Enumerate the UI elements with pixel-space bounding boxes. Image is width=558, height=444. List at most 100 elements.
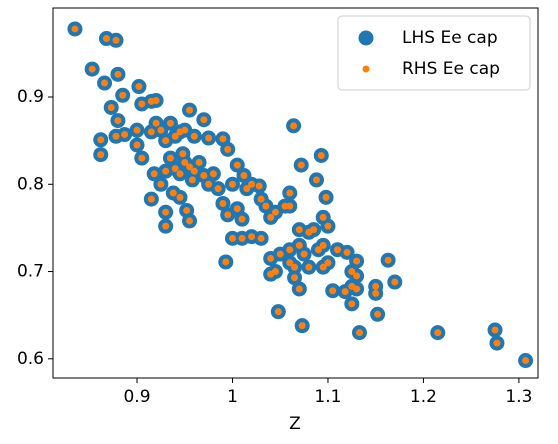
point — [190, 167, 198, 175]
point — [162, 208, 170, 216]
point — [310, 226, 318, 234]
point — [138, 100, 146, 108]
point — [298, 322, 306, 330]
point — [135, 83, 143, 91]
point — [107, 103, 115, 111]
point — [119, 91, 127, 99]
point — [329, 287, 337, 295]
point — [179, 150, 187, 158]
point — [291, 274, 299, 282]
point — [121, 131, 129, 139]
x-tick-label: 1.2 — [410, 387, 437, 407]
point — [317, 151, 325, 159]
point — [233, 161, 241, 169]
x-axis-label: Z — [289, 414, 301, 434]
point — [297, 161, 305, 169]
point — [240, 172, 248, 180]
point — [300, 250, 308, 258]
point — [374, 310, 382, 318]
point — [162, 137, 170, 145]
point — [222, 258, 230, 266]
point — [257, 234, 265, 242]
legend-marker — [358, 30, 374, 46]
point — [181, 126, 189, 134]
point — [243, 185, 251, 193]
point — [286, 189, 294, 197]
point — [195, 158, 203, 166]
point — [238, 234, 246, 242]
point — [114, 117, 122, 125]
point — [248, 180, 256, 188]
point — [238, 215, 246, 223]
point — [190, 132, 198, 140]
point — [186, 106, 194, 114]
point — [319, 213, 327, 221]
point — [176, 193, 184, 201]
point — [295, 285, 303, 293]
plot-frame — [52, 7, 539, 379]
point — [319, 263, 327, 271]
point — [493, 339, 501, 347]
point — [348, 300, 356, 308]
point — [176, 170, 184, 178]
point — [152, 119, 160, 127]
point — [384, 256, 392, 264]
point — [391, 278, 399, 286]
point — [324, 222, 332, 230]
point — [133, 126, 141, 134]
point — [271, 208, 279, 216]
point — [224, 211, 232, 219]
point — [286, 202, 294, 210]
point — [183, 206, 191, 214]
point — [102, 35, 110, 43]
point — [171, 132, 179, 140]
point — [324, 259, 332, 267]
point — [166, 119, 174, 127]
point — [112, 132, 120, 140]
x-tick-label: 0.9 — [123, 387, 150, 407]
point — [205, 180, 213, 188]
point — [290, 122, 298, 130]
point — [522, 357, 530, 365]
legend-label: RHS Ee cap — [402, 59, 500, 79]
legend-marker — [362, 65, 370, 73]
x-tick-label: 1.1 — [314, 387, 341, 407]
point — [372, 282, 380, 290]
point — [200, 116, 208, 124]
point — [355, 329, 363, 337]
point — [248, 233, 256, 241]
point — [262, 202, 270, 210]
point — [150, 170, 158, 178]
legend-box — [337, 15, 531, 91]
point — [114, 70, 122, 78]
point — [200, 172, 208, 180]
point — [319, 241, 327, 249]
point — [255, 182, 263, 190]
point — [152, 97, 160, 104]
point — [219, 135, 227, 143]
point — [353, 272, 361, 280]
point — [138, 154, 146, 162]
point — [228, 234, 236, 242]
point — [313, 176, 321, 184]
point — [97, 136, 105, 144]
point — [171, 165, 179, 173]
point — [314, 246, 322, 254]
point — [219, 199, 227, 207]
point — [434, 329, 442, 337]
point — [228, 180, 236, 188]
point — [157, 180, 165, 188]
point — [353, 285, 361, 293]
point — [322, 193, 330, 201]
point — [186, 217, 194, 225]
point — [274, 308, 282, 316]
point — [209, 170, 217, 178]
point — [224, 145, 232, 153]
x-tick-label: 1.3 — [505, 387, 532, 407]
point — [205, 134, 213, 142]
point — [112, 36, 120, 44]
point — [133, 141, 141, 149]
point — [353, 257, 361, 265]
point — [334, 246, 342, 254]
